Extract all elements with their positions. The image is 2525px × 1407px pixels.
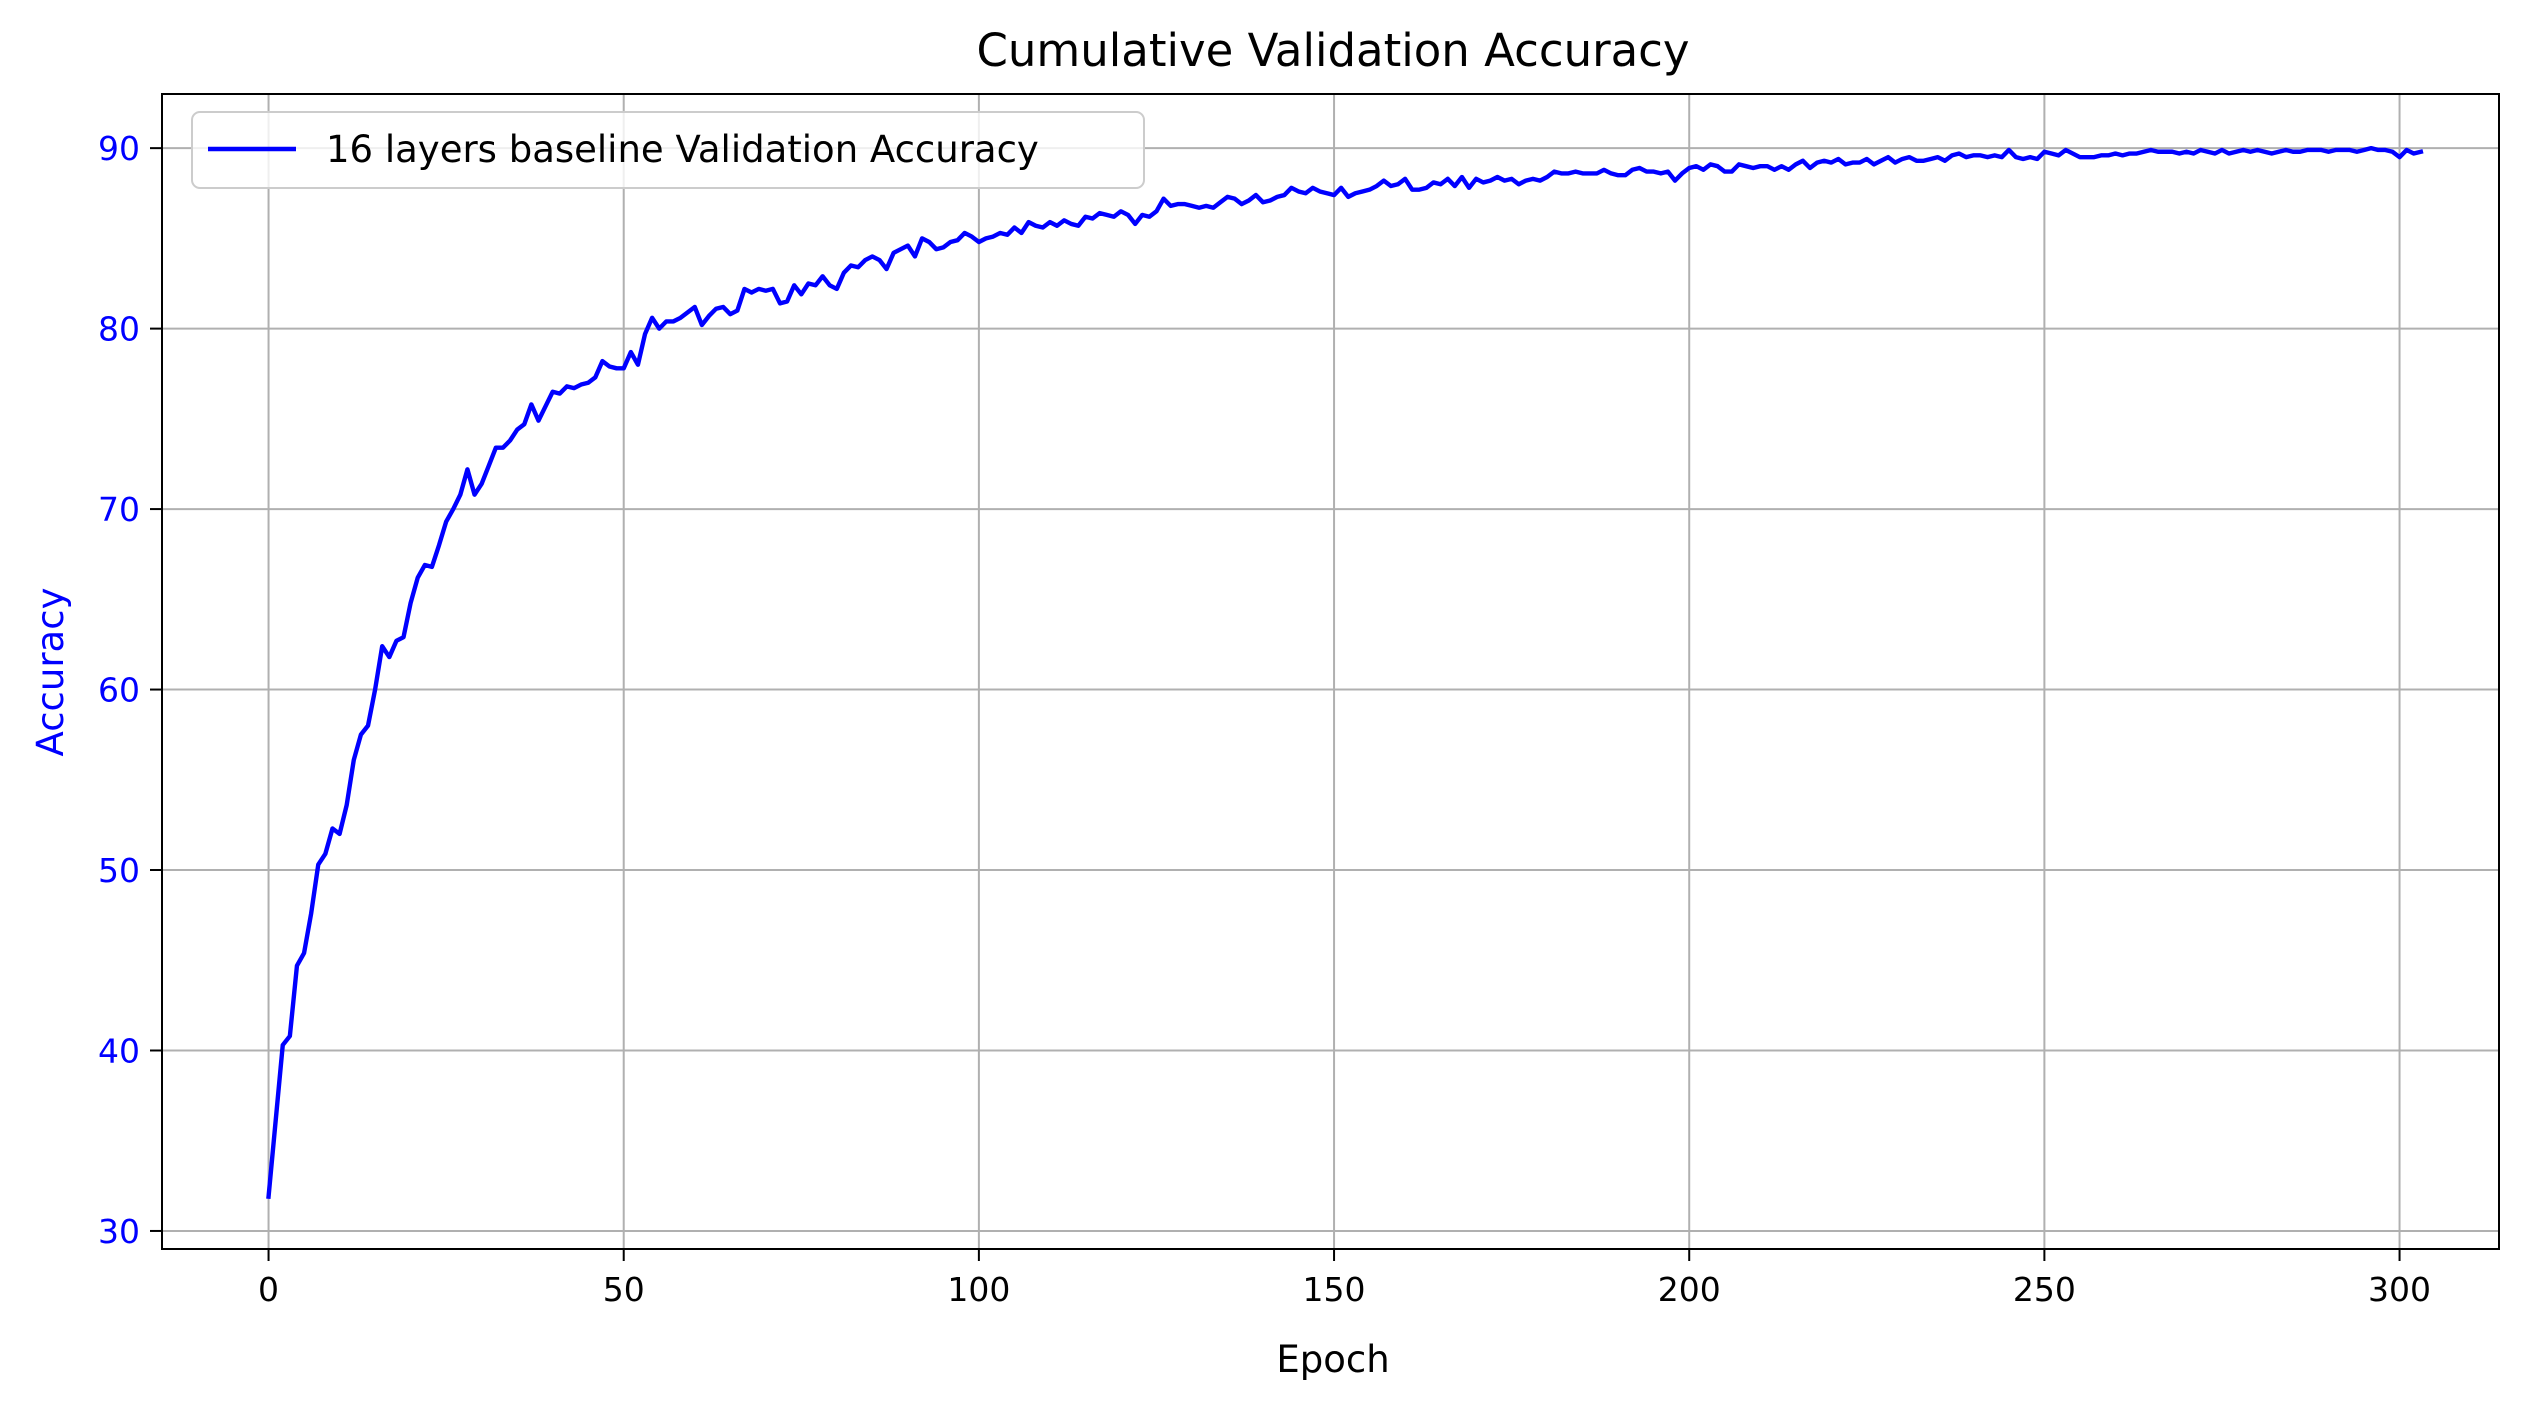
x-tick-label: 50 — [603, 1270, 645, 1309]
y-tick-label: 30 — [98, 1212, 140, 1251]
x-tick-label: 300 — [2368, 1270, 2431, 1309]
x-tick-label: 150 — [1303, 1270, 1366, 1309]
legend-entry-label: 16 layers baseline Validation Accuracy — [326, 128, 1039, 171]
x-axis-ticks: 0 50 100 150 200 250 300 — [258, 1249, 2431, 1309]
y-tick-label: 70 — [98, 490, 140, 529]
y-axis-ticks: 30 40 50 60 70 80 90 — [98, 129, 162, 1251]
x-tick-label: 0 — [258, 1270, 279, 1309]
y-tick-label: 90 — [98, 129, 140, 168]
plot-area — [266, 145, 2424, 1200]
y-tick-label: 80 — [98, 310, 140, 349]
y-tick-label: 60 — [98, 671, 140, 710]
x-tick-label: 200 — [1658, 1270, 1721, 1309]
grid — [162, 94, 2499, 1249]
x-axis-label: Epoch — [1276, 1338, 1389, 1381]
x-tick-label: 250 — [2013, 1270, 2076, 1309]
y-tick-label: 50 — [98, 851, 140, 890]
x-tick-label: 100 — [947, 1270, 1010, 1309]
legend: 16 layers baseline Validation Accuracy — [191, 111, 1145, 189]
y-tick-label: 40 — [98, 1031, 140, 1070]
series-line-16-layers-baseline — [266, 145, 2424, 1200]
y-axis-label: Accuracy — [29, 588, 72, 757]
legend-box — [191, 111, 1145, 189]
axes-frame — [161, 93, 2500, 1250]
chart-title: Cumulative Validation Accuracy — [976, 24, 1689, 77]
